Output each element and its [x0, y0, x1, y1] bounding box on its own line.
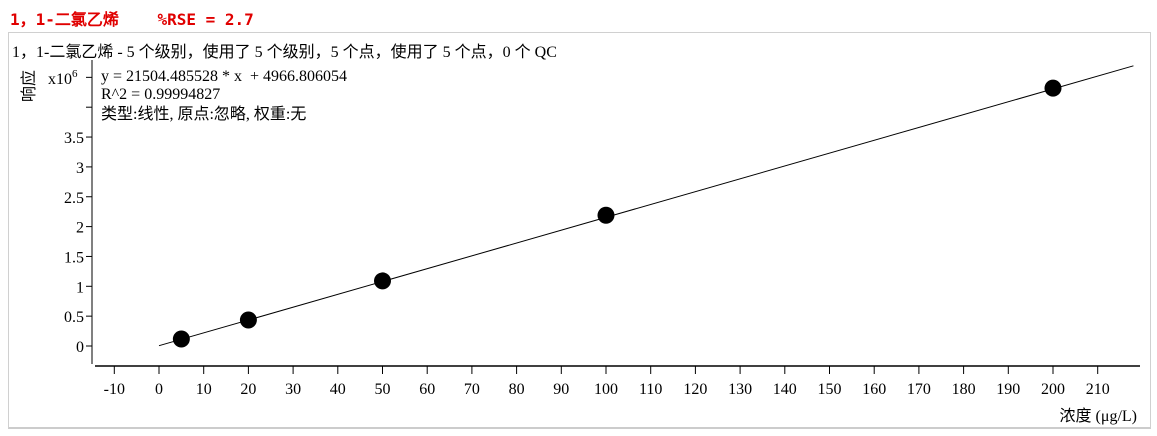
y-tick-label: 1.5	[64, 249, 84, 266]
x-tick-label: -10	[104, 381, 125, 398]
rse-value: %RSE = 2.7	[157, 10, 254, 29]
data-point	[172, 330, 190, 348]
chart-title: 1，1-二氯乙烯 - 5 个级别，使用了 5 个级别，5 个点，使用了 5 个点…	[12, 43, 557, 61]
x-tick-label: 180	[952, 381, 976, 398]
x-tick-label: 170	[907, 381, 931, 398]
y-tick-label: 2.5	[64, 190, 84, 207]
y-tick-label: 3	[76, 160, 84, 177]
x-tick-label: 70	[464, 381, 480, 398]
data-point	[597, 206, 615, 224]
data-point	[374, 272, 391, 290]
x-tick-label: 10	[196, 381, 212, 398]
y-tick-label: 2	[76, 220, 84, 237]
x-axis-label: 浓度 (μg/L)	[1060, 407, 1137, 425]
x-tick-label: 160	[862, 381, 886, 398]
data-point	[1044, 79, 1062, 97]
x-tick-label: 140	[773, 381, 797, 398]
x-tick-label: 80	[509, 381, 525, 398]
y-tick-label: 0.5	[64, 309, 84, 326]
x-tick-label: 60	[419, 381, 435, 398]
fit-info: 类型:线性, 原点:忽略, 权重:无	[101, 105, 306, 123]
y-axis-label: 响应	[19, 70, 38, 102]
compound-name: 1，1-二氯乙烯	[10, 10, 119, 29]
fit-equation: y = 21504.485528 * x + 4966.806054	[101, 68, 347, 85]
x-tick-label: 40	[330, 381, 346, 398]
y-tick-label: 0	[76, 339, 84, 356]
fit-line	[158, 65, 1134, 347]
x-tick-label: 50	[375, 381, 391, 398]
y-tick-label: 1	[76, 279, 84, 296]
x-tick-label: 210	[1086, 381, 1110, 398]
x-tick-label: 110	[639, 381, 662, 398]
compound-title: 1，1-二氯乙烯 %RSE = 2.7	[10, 6, 254, 30]
x-tick-label: 130	[728, 381, 752, 398]
x-tick-label: 30	[285, 381, 301, 398]
x-tick-label: 100	[594, 381, 618, 398]
x-tick-label: 90	[553, 381, 569, 398]
r-squared: R^2 = 0.99994827	[101, 86, 220, 103]
y-tick-label: 3.5	[64, 130, 84, 147]
x-tick-label: 150	[818, 381, 842, 398]
y-multiplier: x106	[48, 68, 78, 88]
x-tick-label: 190	[996, 381, 1020, 398]
chart-panel	[8, 32, 1151, 429]
data-point	[239, 311, 257, 329]
x-tick-label: 120	[683, 381, 707, 398]
x-tick-label: 0	[155, 381, 163, 398]
x-tick-label: 20	[240, 381, 256, 398]
x-tick-label: 200	[1041, 381, 1065, 398]
